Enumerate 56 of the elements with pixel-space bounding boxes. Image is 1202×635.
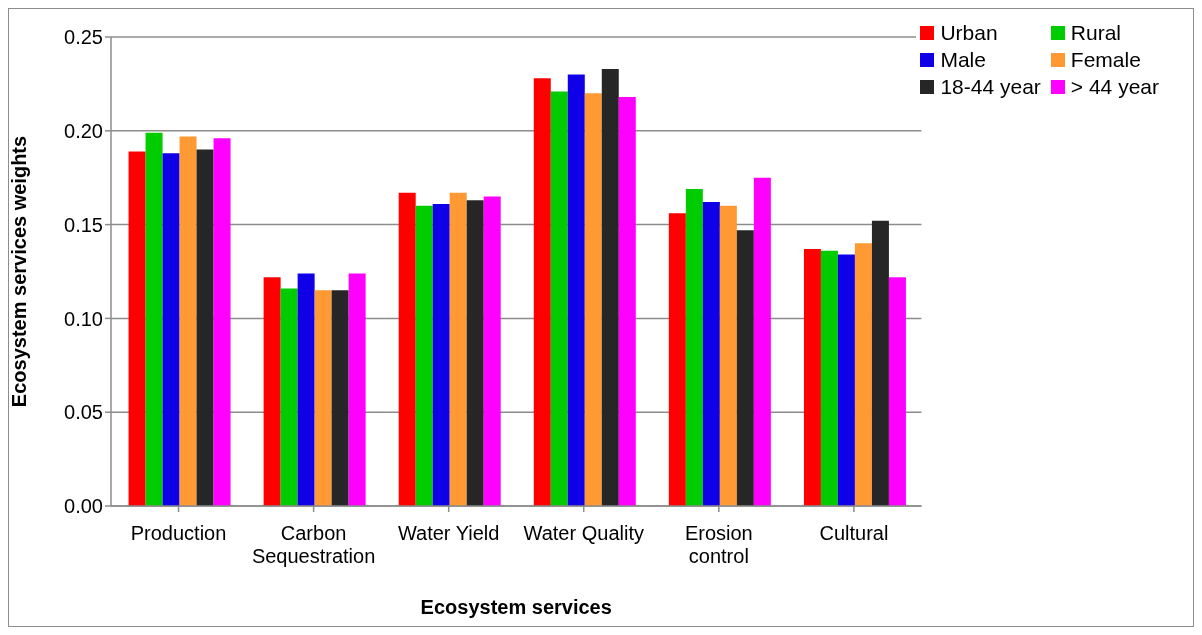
y-tick-label: 0.25 <box>64 26 103 49</box>
bar <box>314 290 332 506</box>
bar <box>702 202 720 506</box>
bar <box>398 192 416 506</box>
bar <box>753 177 771 506</box>
bar <box>331 290 349 506</box>
bar <box>128 151 146 506</box>
bar <box>871 220 889 506</box>
bar <box>584 93 602 506</box>
bar <box>297 273 315 506</box>
bar <box>196 149 214 506</box>
x-axis-title: Ecosystem services <box>420 596 612 618</box>
bar <box>263 277 281 506</box>
y-tick-label: 0.05 <box>64 401 103 424</box>
y-tick-label: 0.20 <box>64 119 103 142</box>
y-tick-label: 0.00 <box>64 495 103 518</box>
bar <box>550 91 568 506</box>
bar <box>820 250 838 506</box>
legend-label: Male <box>940 47 986 73</box>
bar <box>618 97 636 506</box>
x-tick-label: Production <box>130 522 227 544</box>
bar <box>601 68 619 506</box>
x-tick-label: Water Quality <box>523 522 644 544</box>
bar <box>803 248 821 506</box>
bar <box>719 205 737 506</box>
x-tick-label: Erosion control <box>684 522 753 567</box>
bar <box>449 192 467 506</box>
legend-label: Female <box>1070 47 1141 73</box>
bar <box>348 273 366 506</box>
legend-label: Rural <box>1070 20 1122 46</box>
bar <box>888 277 906 506</box>
bar <box>432 203 450 506</box>
bar <box>685 188 703 506</box>
y-tick-label: 0.10 <box>64 307 103 330</box>
bar <box>483 196 501 506</box>
bar <box>854 243 872 506</box>
bar <box>162 153 180 506</box>
bar <box>145 132 163 506</box>
x-tick-label: Cultural <box>819 522 889 544</box>
legend-label: > 44 year <box>1070 74 1159 100</box>
bar <box>668 213 686 506</box>
bar <box>280 288 298 506</box>
bar <box>567 74 585 506</box>
legend-label: Urban <box>940 20 998 46</box>
legend-label: 18-44 year <box>940 74 1041 100</box>
bar <box>837 254 855 506</box>
y-tick-label: 0.15 <box>64 213 103 236</box>
y-axis-title: Ecosystem services weights <box>8 135 31 408</box>
bar <box>466 200 484 506</box>
x-tick-label: Water Yield <box>397 522 500 544</box>
bar <box>736 230 754 506</box>
x-tick-label: Carbon Sequestration <box>251 522 376 567</box>
bar <box>415 205 433 506</box>
bar <box>533 78 551 506</box>
bar <box>213 138 231 506</box>
bar <box>179 136 197 506</box>
